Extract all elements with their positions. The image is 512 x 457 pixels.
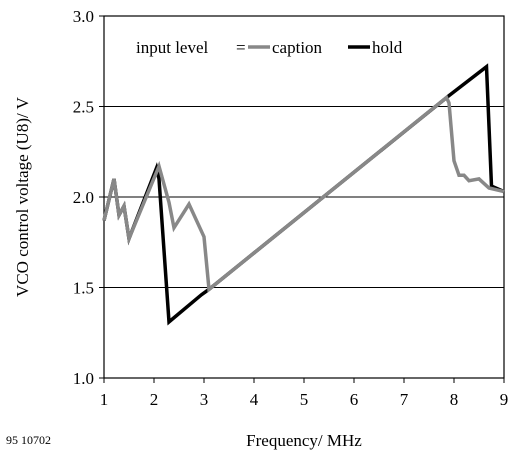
- series-line-caption: [102, 94, 505, 293]
- y-tick-label: 2.5: [73, 98, 94, 117]
- x-tick-label: 2: [150, 390, 159, 409]
- y-axis-title: VCO control voltage (U8)/ V: [13, 96, 32, 297]
- x-tick-label: 5: [300, 390, 309, 409]
- y-tick-label: 1.5: [73, 279, 94, 298]
- x-axis-title: Frequency/ MHz: [246, 431, 362, 450]
- legend-title: input level: [136, 38, 209, 57]
- y-tick-label: 1.0: [73, 369, 94, 388]
- x-tick-label: 4: [250, 390, 259, 409]
- x-tick-label: 8: [450, 390, 459, 409]
- y-tick-label: 2.0: [73, 188, 94, 207]
- y-tick-label: 3.0: [73, 7, 94, 26]
- legend: input level = caption hold: [136, 38, 403, 57]
- legend-caption-label: caption: [272, 38, 323, 57]
- tick-marks: [99, 15, 505, 383]
- x-tick-label: 6: [350, 390, 359, 409]
- x-tick-label: 1: [100, 390, 109, 409]
- x-tick-label: 7: [400, 390, 409, 409]
- legend-separator: =: [236, 38, 246, 57]
- figure-id: 95 10702: [6, 433, 51, 447]
- series-lines: [102, 63, 505, 326]
- tick-labels: 1.0 1.5 2.0 2.5 3.0 1 2 3 4 5 6 7 8 9: [73, 7, 509, 409]
- x-tick-label: 3: [200, 390, 209, 409]
- series-line-hold: [102, 63, 505, 326]
- x-tick-label: 9: [500, 390, 509, 409]
- legend-hold-label: hold: [372, 38, 403, 57]
